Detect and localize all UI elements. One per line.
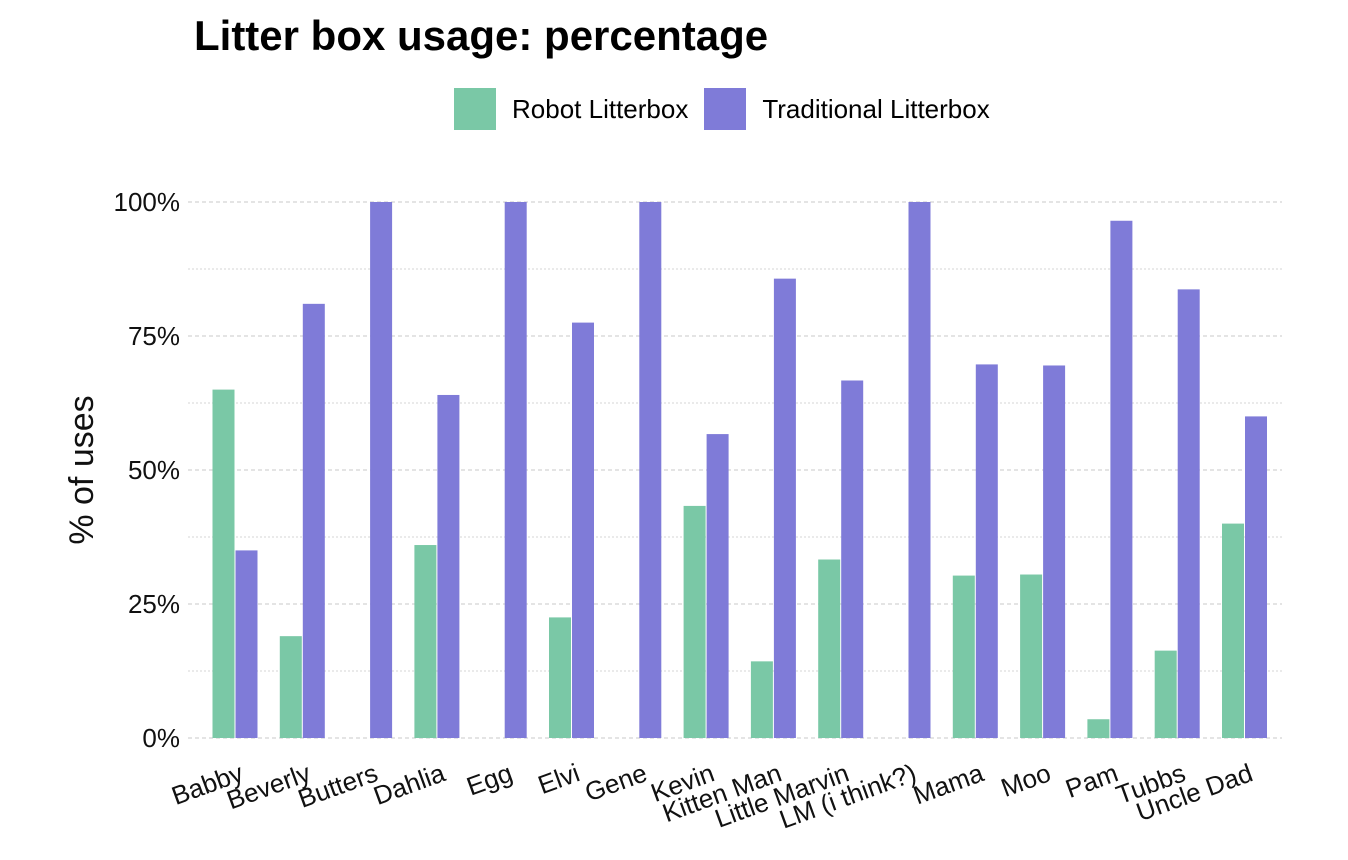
bar-traditional-uncle-dad — [1245, 416, 1267, 738]
bar-robot-dahlia — [414, 545, 437, 738]
y-tick-label: 0% — [142, 723, 180, 753]
bar-robot-moo — [1020, 574, 1043, 738]
y-tick-label: 75% — [128, 321, 180, 351]
bar-robot-kevin — [683, 505, 706, 738]
bar-traditional-moo — [1043, 365, 1066, 738]
x-tick-label: Mama — [909, 757, 988, 810]
bar-traditional-mama — [975, 364, 998, 738]
x-tick-label: Dahlia — [369, 757, 449, 811]
x-tick-label: Elvi — [534, 757, 584, 800]
bar-traditional-dahlia — [437, 394, 460, 738]
bar-robot-mama — [952, 575, 975, 738]
bar-traditional-beverly — [302, 303, 325, 738]
x-tick-label: Moo — [997, 757, 1055, 802]
bar-traditional-lm-i-think — [908, 202, 931, 738]
bar-robot-tubbs — [1154, 650, 1177, 738]
bar-robot-pam — [1087, 719, 1110, 738]
bar-traditional-tubbs — [1177, 289, 1200, 738]
bar-traditional-babby — [235, 550, 258, 738]
x-tick-label: Gene — [581, 757, 651, 807]
bar-robot-kitten-man — [750, 661, 773, 738]
bar-traditional-pam — [1110, 220, 1133, 738]
bar-traditional-little-marvin — [841, 380, 864, 738]
y-axis-title: % of uses — [63, 395, 101, 544]
bar-robot-elvi — [549, 617, 571, 738]
bar-traditional-butters — [370, 202, 393, 738]
legend-label-robot: Robot Litterbox — [512, 93, 689, 124]
bar-traditional-kevin — [706, 434, 729, 738]
y-tick-label: 100% — [114, 187, 181, 217]
legend-label-traditional: Traditional Litterbox — [762, 93, 990, 124]
legend-swatch-robot — [454, 88, 496, 130]
bar-robot-uncle-dad — [1222, 523, 1244, 738]
legend-swatch-traditional — [704, 88, 747, 130]
y-tick-label: 25% — [128, 589, 180, 619]
bar-traditional-gene — [639, 202, 662, 738]
legend-item-robot: Robot Litterbox — [454, 88, 688, 130]
bar-robot-little-marvin — [818, 559, 841, 738]
bar-robot-beverly — [279, 636, 302, 738]
legend: Robot Litterbox Traditional Litterbox — [454, 88, 1006, 130]
bar-traditional-elvi — [572, 322, 594, 738]
x-tick-label: Egg — [463, 757, 517, 801]
bar-traditional-kitten-man — [773, 278, 796, 738]
chart-title: Litter box usage: percentage — [194, 12, 769, 59]
legend-item-traditional: Traditional Litterbox — [704, 88, 990, 130]
y-tick-label: 50% — [128, 455, 180, 485]
bars — [212, 202, 1267, 738]
bar-robot-babby — [212, 389, 235, 738]
bar-traditional-egg — [504, 202, 527, 738]
